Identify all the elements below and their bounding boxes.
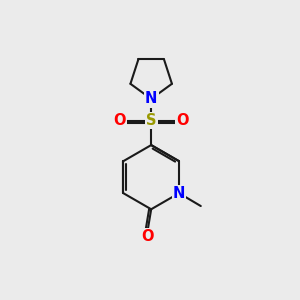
Text: S: S <box>146 113 156 128</box>
Text: O: O <box>141 230 154 244</box>
Text: N: N <box>173 186 185 201</box>
Text: N: N <box>145 92 158 106</box>
Text: O: O <box>113 113 126 128</box>
Text: O: O <box>176 113 189 128</box>
